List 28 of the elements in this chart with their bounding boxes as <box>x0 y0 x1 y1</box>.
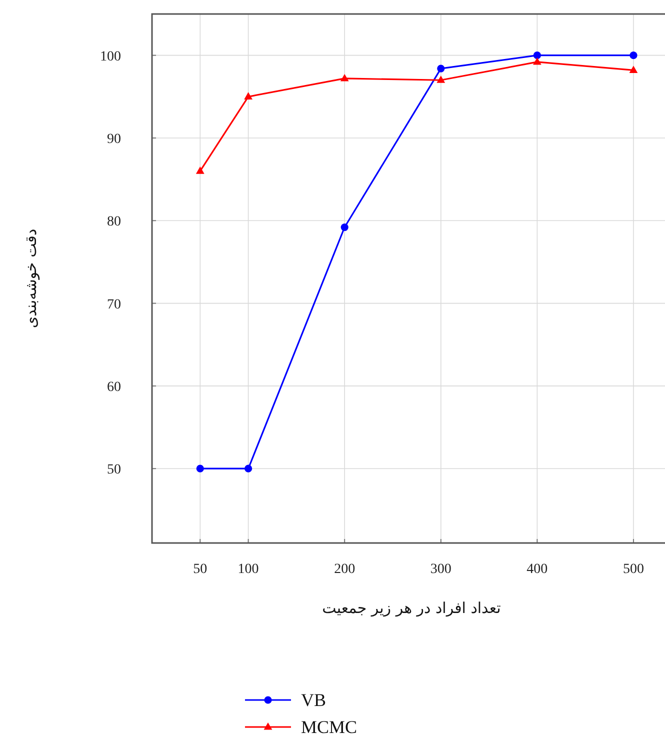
point <box>244 464 252 472</box>
x-tick-label: 100 <box>238 562 259 577</box>
point <box>629 66 638 74</box>
point <box>340 223 348 232</box>
x-tick-label: 500 <box>622 562 644 577</box>
point <box>630 52 638 60</box>
x-tick-label: 50 <box>193 562 208 577</box>
y-tick-label: 80 <box>107 214 121 230</box>
point <box>244 92 252 100</box>
x-tick-label: 300 <box>430 562 452 577</box>
x-tick-label: 400 <box>526 562 548 577</box>
x-axis-title: تعداد افراد در هر زیر جمعیت <box>322 599 501 617</box>
point <box>436 76 446 83</box>
point <box>437 64 445 72</box>
y-tick-label: 100 <box>100 49 121 64</box>
legend-label: MCMC <box>301 717 358 737</box>
y-tick-label: 60 <box>107 380 121 395</box>
point <box>533 52 541 60</box>
y-tick-label: 90 <box>107 132 121 147</box>
y-axis-title: دقت خوشه‌بندی <box>22 228 40 328</box>
x-tick-label: 200 <box>334 562 356 577</box>
y-tick-label: 50 <box>107 462 121 478</box>
point <box>196 166 204 174</box>
point <box>196 464 204 472</box>
point <box>532 57 542 65</box>
legend-label: VB <box>301 690 326 710</box>
point <box>340 74 349 82</box>
y-tick-label: 70 <box>107 297 121 312</box>
